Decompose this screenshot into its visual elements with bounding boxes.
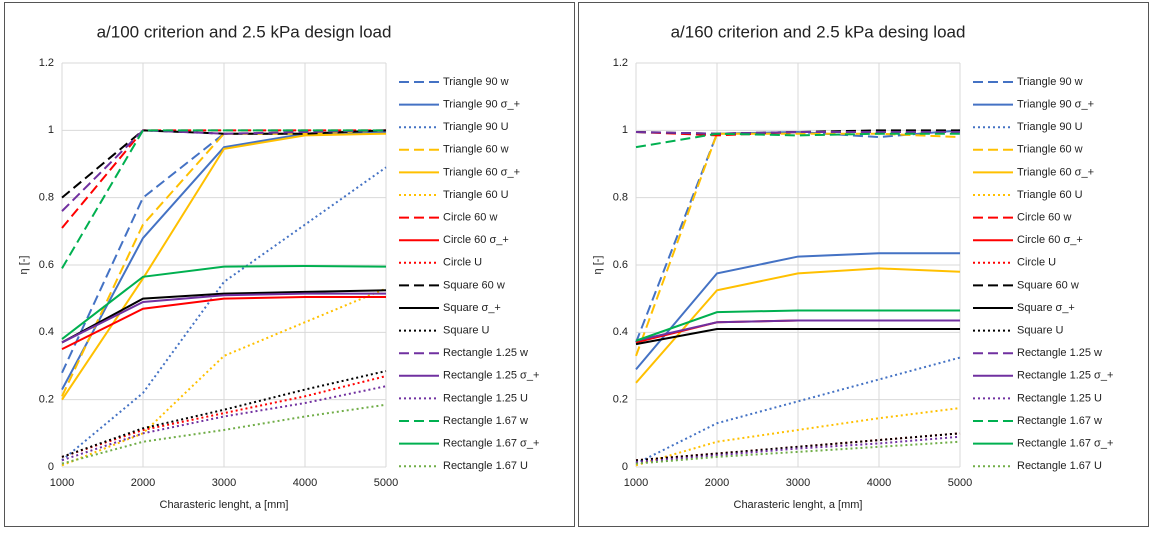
y-tick-label: 0 [48,461,54,473]
legend-label: Rectangle 1.25 U [1017,392,1102,404]
y-tick-label: 1 [48,124,54,136]
legend-label: Circle 60 σ_+ [1017,234,1083,246]
legend-label: Rectangle 1.67 U [443,460,528,472]
legend-label: Square 60 w [1017,279,1079,291]
x-tick-label: 3000 [212,477,236,489]
y-tick-label: 0.6 [39,259,54,271]
data-line [635,309,960,342]
data-line [635,319,960,342]
legend-label: Rectangle 1.25 w [1017,347,1102,359]
y-tick-label: 1.2 [39,57,54,69]
x-tick-label: 4000 [867,477,891,489]
data-line [635,132,961,357]
data-line [61,403,387,465]
legend-label: Rectangle 1.25 w [443,347,528,359]
legend-label: Square σ_+ [1017,302,1075,314]
legend-label: Circle U [1017,257,1056,269]
y-tick-label: 1.2 [613,57,628,69]
data-line [61,370,387,458]
data-line [61,265,387,340]
chart-title: a/160 criterion and 2.5 kPa desing load [671,22,966,41]
y-axis-label: η [-] [592,256,604,275]
y-tick-label: 0.8 [613,192,628,204]
x-tick-label: 3000 [786,477,810,489]
y-tick-label: 0.4 [39,326,54,338]
x-tick-label: 4000 [293,477,317,489]
data-line [61,129,387,397]
x-tick-label: 1000 [50,477,74,489]
y-tick-label: 0.8 [39,192,54,204]
legend-label: Circle 60 w [1017,212,1071,224]
legend-label: Rectangle 1.67 σ_+ [1017,438,1113,450]
y-tick-label: 0.6 [613,259,628,271]
data-line [635,435,961,463]
legend-label: Circle 60 σ_+ [443,234,509,246]
data-line [61,166,387,462]
legend-label: Triangle 60 σ_+ [443,166,520,178]
legend-label: Rectangle 1.67 U [1017,460,1102,472]
data-line [61,287,387,467]
chart-panel: a/160 criterion and 2.5 kPa desing load 0… [578,2,1149,527]
data-line [635,440,961,465]
legend-label: Rectangle 1.25 σ_+ [1017,370,1113,382]
legend-label: Triangle 90 U [1017,121,1083,133]
legend-label: Triangle 60 w [1017,144,1083,156]
y-tick-label: 0.4 [613,326,628,338]
x-axis-label: Charasteric lenght, a [mm] [160,499,289,511]
legend-label: Triangle 60 w [443,144,509,156]
data-line [635,356,961,465]
legend-label: Square U [1017,325,1064,337]
legend-label: Square σ_+ [443,302,501,314]
legend-label: Triangle 60 σ_+ [1017,166,1094,178]
legend-label: Triangle 90 σ_+ [1017,99,1094,111]
data-line [61,292,386,344]
legend-label: Triangle 90 w [1017,76,1083,88]
x-tick-label: 5000 [948,477,972,489]
data-line [61,295,386,351]
data-line [61,132,387,401]
data-line [61,289,387,344]
y-tick-label: 0 [622,461,628,473]
x-tick-label: 5000 [374,477,398,489]
data-line [635,327,960,346]
data-line [635,252,960,371]
y-tick-label: 0.2 [613,394,628,406]
legend-label: Circle U [443,257,482,269]
chart-panel: a/100 criterion and 2.5 kPa design load 0… [4,2,575,527]
legend-label: Rectangle 1.67 σ_+ [443,438,539,450]
legend-label: Rectangle 1.25 U [443,392,528,404]
data-line [61,375,387,458]
legend-label: Triangle 90 U [443,121,509,133]
y-tick-label: 1 [622,124,628,136]
x-tick-label: 1000 [624,477,648,489]
legend-label: Rectangle 1.25 σ_+ [443,370,539,382]
legend-label: Square 60 w [443,279,505,291]
legend-label: Square U [443,325,490,337]
chart-title: a/100 criterion and 2.5 kPa design load [97,22,392,41]
data-line [61,129,387,374]
data-line [61,129,386,269]
legend-label: Triangle 60 U [1017,189,1083,201]
legend-label: Triangle 60 U [443,189,509,201]
data-line [635,132,960,149]
data-line [635,131,960,135]
legend-label: Circle 60 w [443,212,497,224]
data-line [635,407,961,467]
y-tick-label: 0.2 [39,394,54,406]
data-line [61,385,387,462]
x-tick-label: 2000 [705,477,729,489]
legend-label: Rectangle 1.67 w [443,415,528,427]
y-axis-label: η [-] [18,256,30,275]
data-line [635,432,961,462]
data-line [61,129,387,212]
legend-label: Triangle 90 w [443,76,509,88]
x-axis-label: Charasteric lenght, a [mm] [734,499,863,511]
legend-label: Triangle 90 σ_+ [443,99,520,111]
x-tick-label: 2000 [131,477,155,489]
legend-label: Rectangle 1.67 w [1017,415,1102,427]
